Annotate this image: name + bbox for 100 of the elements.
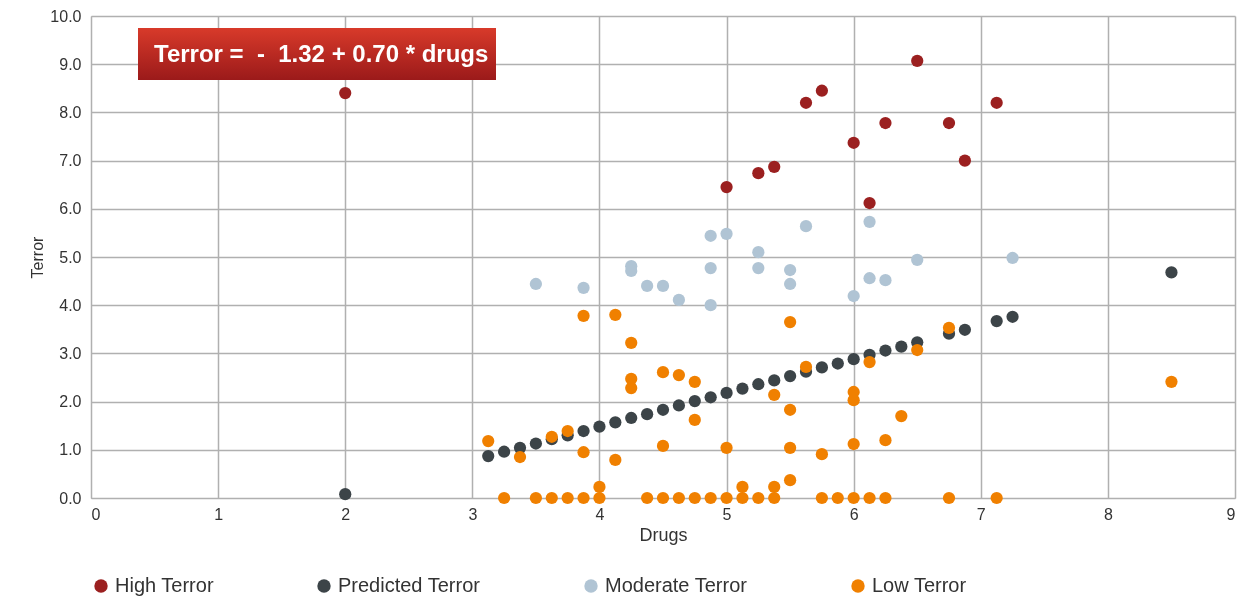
point [640,491,654,505]
x-tick-label: 3 [468,505,478,523]
point [863,491,876,505]
y-tick-label: 0.0 [59,489,82,507]
point [1165,375,1178,388]
x-tick-label: 6 [849,505,859,523]
x-tick-label: 1 [214,505,224,523]
point [752,246,765,259]
point [863,196,876,210]
point [720,441,733,454]
point [529,437,543,450]
point [847,394,860,407]
point [752,167,765,180]
point [752,378,765,391]
point [704,491,717,505]
point [768,388,781,401]
point [656,279,670,293]
point [688,491,701,505]
point [625,336,638,349]
point [783,474,797,487]
point [688,375,701,388]
point [783,369,797,383]
point [672,368,686,382]
point [942,321,956,334]
y-tick-label: 6.0 [59,200,82,218]
point [720,227,733,240]
point [656,439,670,453]
point [831,357,844,370]
y-tick-label: 3.0 [59,344,82,362]
point [799,96,813,109]
y-tick-label: 1.0 [59,441,82,459]
point [752,261,765,275]
point [672,399,686,412]
x-tick-label: 0 [91,505,101,523]
point [593,491,606,505]
point [863,355,876,369]
point [911,343,924,357]
point [1165,266,1178,279]
point [911,54,924,67]
legend-label: Predicted Terror [338,574,481,596]
point [863,272,876,285]
point [656,491,670,505]
x-axis-title: Drugs [639,524,688,545]
point [577,309,590,322]
point [497,491,511,505]
point [958,323,972,336]
point [609,453,622,467]
point [847,491,860,505]
point [561,491,574,505]
point [720,181,733,194]
point [768,374,781,387]
point [672,491,686,505]
point [815,84,829,97]
point [783,403,797,416]
point [990,491,1003,505]
y-tick-label: 9.0 [59,55,82,73]
point [879,491,892,505]
point [688,395,701,408]
point [990,314,1003,328]
point [847,136,860,149]
point [942,491,956,505]
point [958,154,972,167]
point [736,382,749,395]
point [815,491,829,505]
point [577,281,590,294]
point [783,277,797,291]
point [768,160,781,173]
legend-label: High Terror [115,574,214,596]
point [879,274,892,287]
point [625,381,638,395]
point [736,491,749,505]
point [704,261,717,275]
point [640,408,654,421]
y-tick-label: 4.0 [59,296,82,314]
x-tick-label: 4 [595,505,605,523]
annotation: Terror = - 1.32 + 0.70 * drugs [138,28,497,80]
point [736,480,749,494]
y-tick-label: 8.0 [59,103,82,121]
point [831,491,844,505]
point [482,435,495,448]
point [990,96,1003,109]
point [799,360,813,374]
point [688,413,701,427]
x-tick-label: 2 [341,505,351,523]
point [752,491,765,505]
point [879,344,892,357]
point [577,446,590,459]
y-tick-label: 7.0 [59,152,82,170]
point [609,308,622,321]
point [783,441,797,454]
point [704,299,717,312]
point [863,215,876,228]
point [783,315,797,329]
point [339,87,352,100]
point [593,480,606,494]
point [704,229,717,242]
point [720,491,733,505]
y-tick-label: 5.0 [59,248,82,266]
point [513,450,527,464]
point [815,448,829,461]
